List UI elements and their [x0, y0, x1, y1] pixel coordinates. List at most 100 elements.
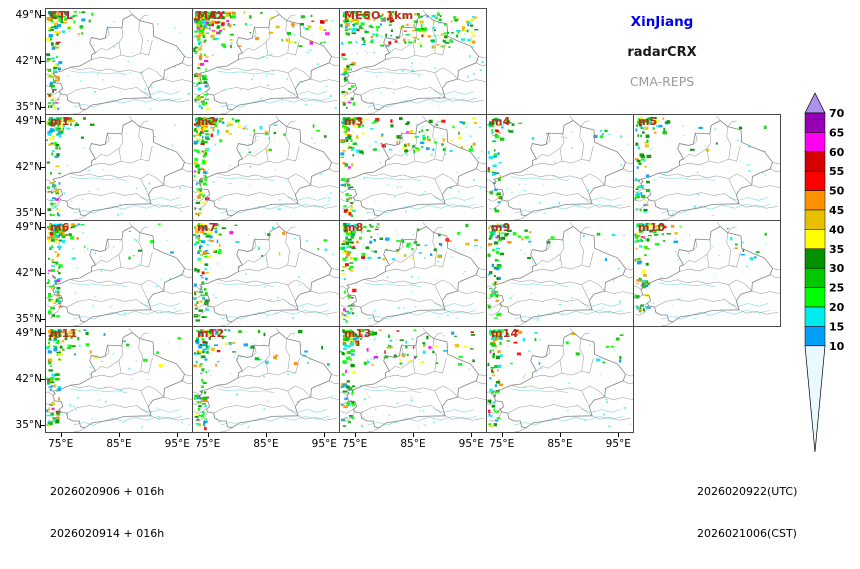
map-canvas — [46, 327, 192, 432]
colorbar-label-65: 65 — [829, 126, 844, 139]
x-tick-mark — [618, 433, 620, 437]
y-tick-mark — [40, 166, 45, 168]
x-tick-mark — [266, 433, 267, 437]
colorbar-label-40: 40 — [829, 223, 845, 236]
colorbar-label-35: 35 — [829, 243, 844, 256]
map-panel-m7: m7 — [192, 220, 340, 327]
x-tick-label: 75°E — [195, 438, 221, 450]
x-tick-label: 85°E — [253, 438, 279, 450]
y-tick-label: 35°N — [15, 313, 42, 326]
panel-label-m7: m7 — [197, 221, 217, 234]
y-tick-mark — [40, 332, 45, 334]
x-tick-mark — [501, 433, 503, 437]
map-panel-m11: m11 — [45, 326, 193, 433]
panel-label-m5: m5 — [638, 115, 658, 128]
map-panel-m14: m14 — [486, 326, 634, 433]
colorbar-segment — [804, 190, 826, 211]
colorbar-segment — [804, 132, 826, 153]
map-panel-m4: m4 — [486, 114, 634, 221]
colorbar-segment — [804, 287, 826, 308]
colorbar-segment — [804, 229, 826, 250]
panel-label-m8: m8 — [344, 221, 364, 234]
x-tick-label: 95°E — [458, 438, 484, 450]
valid-time-cst: 2026021006(CST) — [697, 527, 797, 540]
x-tick-mark — [560, 433, 561, 437]
panel-label-m6: m6 — [50, 221, 70, 234]
legend-observation-label: radarCRX — [627, 45, 697, 60]
legend-model-label: CMA-REPS — [629, 74, 695, 89]
map-canvas — [46, 9, 192, 114]
panel-label-MAX: MAX — [197, 9, 226, 22]
y-tick-label: 49°N — [15, 220, 42, 233]
y-tick-mark — [40, 319, 45, 321]
x-tick-label: 85°E — [400, 438, 426, 450]
y-tick-label: 42°N — [15, 160, 42, 173]
panel-label-m4: m4 — [491, 115, 511, 128]
colorbar-label-45: 45 — [829, 204, 844, 217]
map-canvas — [634, 221, 780, 326]
colorbar-segment — [804, 112, 826, 133]
map-panel-m2: m2 — [192, 114, 340, 221]
map-canvas — [340, 221, 486, 326]
map-canvas — [340, 9, 486, 114]
y-tick-mark — [40, 378, 45, 380]
x-tick-mark — [413, 433, 414, 437]
panel-label-MESO_1km: MESO_1km — [344, 9, 414, 22]
map-canvas — [193, 9, 339, 114]
colorbar-segment — [804, 267, 826, 288]
colorbar-segment — [804, 306, 826, 327]
x-tick-label: 75°E — [342, 438, 368, 450]
map-canvas — [340, 115, 486, 220]
colorbar-label-20: 20 — [829, 301, 845, 314]
panel-label-m13: m13 — [344, 327, 372, 340]
panel-label-m10: m10 — [638, 221, 666, 234]
map-canvas — [340, 327, 486, 432]
map-panel-m13: m13 — [339, 326, 487, 433]
colorbar-label-50: 50 — [829, 185, 845, 198]
map-panel-CTL: CTL — [45, 8, 193, 115]
x-tick-label: 95°E — [311, 438, 337, 450]
map-panel-MAX: MAX — [192, 8, 340, 115]
x-tick-label: 95°E — [164, 438, 190, 450]
x-tick-label: 85°E — [106, 438, 132, 450]
x-tick-label: 75°E — [489, 438, 515, 450]
colorbar-label-25: 25 — [829, 282, 844, 295]
map-canvas — [46, 221, 192, 326]
panel-label-m1: m1 — [50, 115, 70, 128]
y-tick-label: 49°N — [15, 114, 42, 127]
map-canvas — [193, 221, 339, 326]
map-canvas — [487, 115, 633, 220]
map-canvas — [487, 221, 633, 326]
valid-times-caption: 2026020922(UTC) 2026021006(CST) — [697, 457, 797, 569]
x-tick-label: 95°E — [605, 438, 631, 450]
colorbar-label-55: 55 — [829, 165, 844, 178]
y-tick-mark — [40, 14, 45, 16]
colorbar: 70 65 60 55 50 45 40 35 30 25 20 15 10 — [802, 92, 858, 458]
y-tick-mark — [40, 107, 45, 109]
map-panel-m5: m5 — [633, 114, 781, 221]
colorbar-label-70: 70 — [829, 107, 845, 120]
panel-label-m14: m14 — [491, 327, 519, 340]
map-panel-m12: m12 — [192, 326, 340, 433]
map-canvas — [193, 115, 339, 220]
map-panel-m10: m10 — [633, 220, 781, 327]
panel-label-m9: m9 — [491, 221, 511, 234]
x-tick-mark — [177, 433, 179, 437]
colorbar-segment — [804, 326, 826, 347]
colorbar-segment — [804, 248, 826, 269]
map-panel-m9: m9 — [486, 220, 634, 327]
colorbar-segment — [804, 209, 826, 230]
x-tick-mark — [324, 433, 326, 437]
panel-label-m2: m2 — [197, 115, 217, 128]
y-tick-mark — [40, 120, 45, 122]
map-panel-MESO_1km: MESO_1km — [339, 8, 487, 115]
colorbar-segment — [804, 151, 826, 172]
figure-root: CTL MAX MESO_1km m1 m2 m3 m4 m5 m6 m7 m8 m9 m10 m11 m1… — [15, 8, 858, 540]
legend: XinJiang radarCRX CMA-REPS — [590, 14, 734, 89]
map-canvas — [46, 115, 192, 220]
y-tick-label: 35°N — [15, 207, 42, 220]
y-tick-label: 49°N — [15, 326, 42, 339]
y-tick-label: 35°N — [15, 419, 42, 432]
x-tick-mark — [60, 433, 62, 437]
y-tick-mark — [40, 60, 45, 62]
